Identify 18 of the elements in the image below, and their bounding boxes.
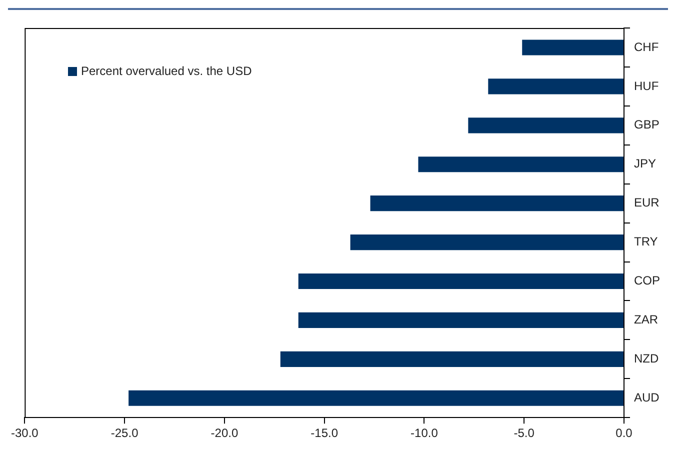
y-tick-label: JPY [634,156,656,171]
x-tick-label: -25.0 [110,426,139,440]
y-tick-label: AUD [634,390,660,404]
legend-label: Percent overvalued vs. the USD [81,64,252,78]
y-tick-label: CHF [634,40,659,54]
x-tick-label: -15.0 [310,426,338,440]
y-tick-label: COP [634,274,660,288]
y-tick-label: TRY [634,234,658,249]
y-tick-label: HUF [634,78,659,93]
y-tick-label: EUR [634,196,660,210]
x-tick-label: -10.0 [410,426,438,440]
y-tick-label: ZAR [634,312,658,327]
x-tick-label: -20.0 [210,426,238,440]
y-tick-label: GBP [634,118,660,132]
y-tick-label: NZD [634,351,659,366]
x-tick-label: -30.0 [10,426,39,440]
x-tick-label: 0.0 [616,426,633,440]
x-tick-label: -5.0 [514,426,535,440]
